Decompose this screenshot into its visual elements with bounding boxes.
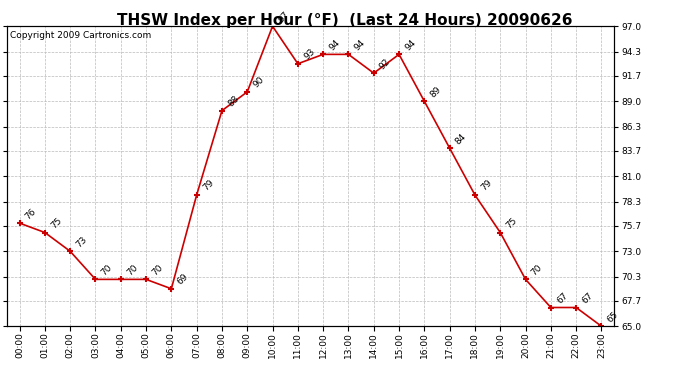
Text: 94: 94	[353, 38, 367, 52]
Text: THSW Index per Hour (°F)  (Last 24 Hours) 20090626: THSW Index per Hour (°F) (Last 24 Hours)…	[117, 13, 573, 28]
Text: 70: 70	[530, 263, 544, 277]
Text: 67: 67	[555, 291, 569, 305]
Text: 67: 67	[580, 291, 595, 305]
Text: 84: 84	[454, 132, 469, 146]
Text: 97: 97	[277, 10, 291, 24]
Text: 65: 65	[606, 310, 620, 324]
Text: 76: 76	[23, 207, 38, 221]
Text: 75: 75	[504, 216, 519, 230]
Text: 69: 69	[175, 272, 190, 286]
Text: 88: 88	[226, 94, 241, 108]
Text: 94: 94	[403, 38, 417, 52]
Text: 90: 90	[251, 75, 266, 90]
Text: 89: 89	[428, 85, 443, 99]
Text: 92: 92	[378, 57, 393, 71]
Text: 93: 93	[302, 47, 317, 62]
Text: 73: 73	[75, 235, 89, 249]
Text: 70: 70	[150, 263, 165, 277]
Text: 79: 79	[201, 178, 215, 193]
Text: 75: 75	[49, 216, 63, 230]
Text: 70: 70	[125, 263, 139, 277]
Text: 94: 94	[327, 38, 342, 52]
Text: 70: 70	[99, 263, 114, 277]
Text: 79: 79	[479, 178, 493, 193]
Text: Copyright 2009 Cartronics.com: Copyright 2009 Cartronics.com	[10, 31, 151, 40]
